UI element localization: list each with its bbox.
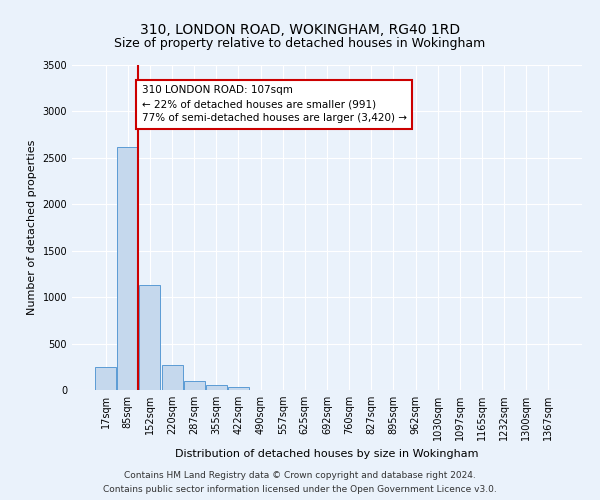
Text: Size of property relative to detached houses in Wokingham: Size of property relative to detached ho… xyxy=(115,38,485,51)
Text: 310 LONDON ROAD: 107sqm
← 22% of detached houses are smaller (991)
77% of semi-d: 310 LONDON ROAD: 107sqm ← 22% of detache… xyxy=(142,86,407,124)
Text: Contains public sector information licensed under the Open Government Licence v3: Contains public sector information licen… xyxy=(103,484,497,494)
Bar xyxy=(161,365,182,390)
Bar xyxy=(184,380,205,390)
Y-axis label: Number of detached properties: Number of detached properties xyxy=(27,140,37,315)
Bar xyxy=(206,386,227,390)
X-axis label: Distribution of detached houses by size in Wokingham: Distribution of detached houses by size … xyxy=(175,448,479,458)
Bar xyxy=(228,387,249,390)
Text: Contains HM Land Registry data © Crown copyright and database right 2024.: Contains HM Land Registry data © Crown c… xyxy=(124,472,476,480)
Text: 310, LONDON ROAD, WOKINGHAM, RG40 1RD: 310, LONDON ROAD, WOKINGHAM, RG40 1RD xyxy=(140,22,460,36)
Bar xyxy=(139,285,160,390)
Bar xyxy=(95,367,116,390)
Bar xyxy=(118,146,139,390)
